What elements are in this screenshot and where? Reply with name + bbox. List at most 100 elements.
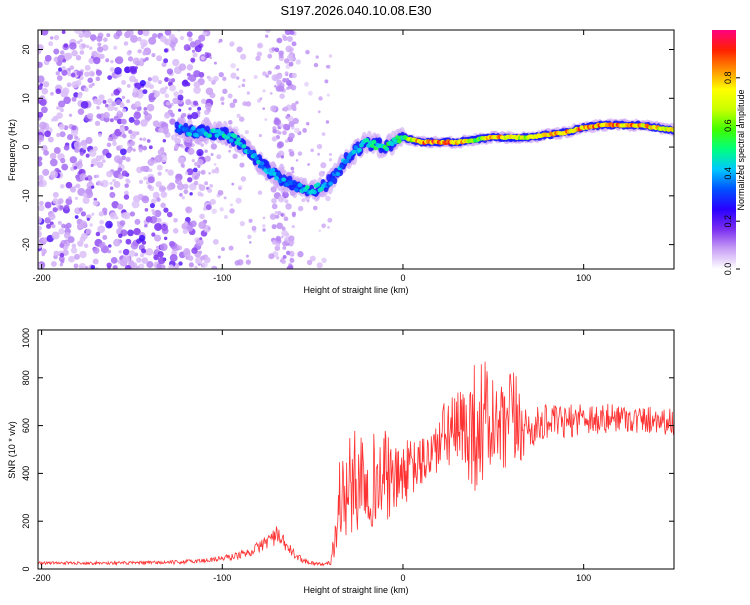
heatmap-ridge-peak [393,139,399,145]
snr-y-tick-label: 200 [21,514,31,529]
heatmap-noise-blob [282,35,288,42]
heatmap-noise-blob [178,63,187,71]
heatmap-noise-blob [207,226,211,230]
heatmap-noise-blob [186,31,193,38]
heatmap-noise-blob [156,55,163,62]
heatmap-noise-blob [69,42,77,50]
heatmap-noise-blob [181,195,185,200]
heatmap-noise-blob [230,72,237,79]
heatmap-noise-blob [198,34,206,42]
heatmap-noise-blob [53,34,60,41]
heatmap-noise-blob [77,108,85,115]
heatmap-noise-blob [169,253,178,262]
heatmap-noise-blob [281,229,289,237]
heatmap-noise-blob [97,225,106,234]
snr-panel: -200 -100 0 100 0 200 400 600 800 1000 Height of… [7,328,675,595]
heatmap-noise-blob [61,163,69,171]
heatmap-noise-blob [113,238,121,247]
heatmap-noise-blob [147,176,155,184]
heatmap-noise-blob [38,61,43,68]
heatmap-noise-blob [95,76,101,82]
heatmap-noise-blob [44,201,52,209]
heatmap-noise-blob [217,255,221,259]
spectrogram-x-tick-label: -100 [213,273,231,283]
heatmap-noise-blob [210,143,218,150]
heatmap-ridge-peak [236,137,241,142]
heatmap-noise-blob [63,144,70,151]
heatmap-noise-blob [327,226,330,229]
heatmap-noise-blob [59,205,64,210]
heatmap-noise-blob [326,93,330,97]
heatmap-noise-blob [165,101,171,106]
heatmap-noise-blob [284,58,290,64]
heatmap-noise-blob [38,216,42,224]
heatmap-noise-blob [256,51,263,57]
heatmap-ridge-peak [234,140,240,145]
heatmap-noise-blob [69,156,78,164]
spectrogram-y-ticks: 20 10 0 -10 -20 [21,45,674,251]
spectrogram-x-tick-label: -200 [33,273,51,283]
heatmap-noise-blob [78,263,87,269]
heatmap-noise-blob [238,85,241,88]
heatmap-noise-blob [81,43,86,49]
heatmap-noise-blob [240,176,247,182]
heatmap-ridge-peak [369,143,375,148]
heatmap-noise-blob [183,221,188,226]
heatmap-ridge-peak [344,158,350,164]
heatmap-noise-blob [317,152,321,156]
heatmap-noise-blob [290,104,297,111]
heatmap-noise-blob [281,226,286,230]
heatmap-noise-blob [211,80,216,85]
heatmap-noise-blob [122,211,131,220]
heatmap-noise-blob [92,258,99,265]
heatmap-noise-blob [203,30,208,33]
colorbar-gradient [712,30,736,269]
heatmap-ridge-peak [304,185,310,190]
heatmap-noise-blob [306,259,313,266]
snr-y-label: SNR (10 * v/v) [7,421,17,479]
heatmap-noise-blob [38,111,44,118]
heatmap-noise-blob [110,59,114,64]
heatmap-noise-blob [74,196,79,200]
heatmap-noise-blob [159,87,167,95]
heatmap-noise-blob [200,169,206,175]
heatmap-noise-blob [79,38,83,43]
heatmap-noise-blob [88,83,93,89]
heatmap-noise-blob [119,220,126,226]
heatmap-noise-blob [52,207,58,213]
snr-series [38,361,674,567]
heatmap-noise-blob [132,90,139,98]
heatmap-noise-blob [73,263,79,269]
heatmap-noise-blob [241,83,246,88]
heatmap-noise-blob [126,179,131,184]
heatmap-noise-blob [109,191,116,198]
heatmap-noise-blob [161,62,167,68]
heatmap-noise-blob [144,208,149,212]
heatmap-noise-blob [151,53,156,58]
heatmap-noise-blob [182,183,189,190]
heatmap-noise-blob [49,158,58,167]
heatmap-ridge-peak [252,152,258,158]
heatmap-noise-blob [204,155,211,162]
heatmap-noise-blob [222,76,227,81]
heatmap-ridge-peak [214,133,220,138]
heatmap-noise-blob [82,196,90,205]
heatmap-noise-blob [138,148,143,153]
heatmap-noise-blob [167,78,172,82]
heatmap-ridge-peak [270,168,276,173]
heatmap-noise-blob [153,254,159,261]
heatmap-noise-blob [276,222,284,230]
heatmap-noise-blob [141,195,150,204]
heatmap-noise-blob [59,131,66,138]
heatmap-noise-blob [191,172,200,181]
heatmap-noise-blob [164,77,169,82]
heatmap-noise-blob [209,92,216,99]
heatmap-noise-blob [126,50,132,56]
heatmap-noise-blob [100,179,109,188]
heatmap-noise-blob [166,184,173,191]
heatmap-noise-blob [151,232,156,237]
heatmap-noise-blob [223,214,229,220]
heatmap-noise-blob [274,47,280,53]
heatmap-noise-blob [158,185,166,193]
heatmap-noise-blob [204,109,210,116]
